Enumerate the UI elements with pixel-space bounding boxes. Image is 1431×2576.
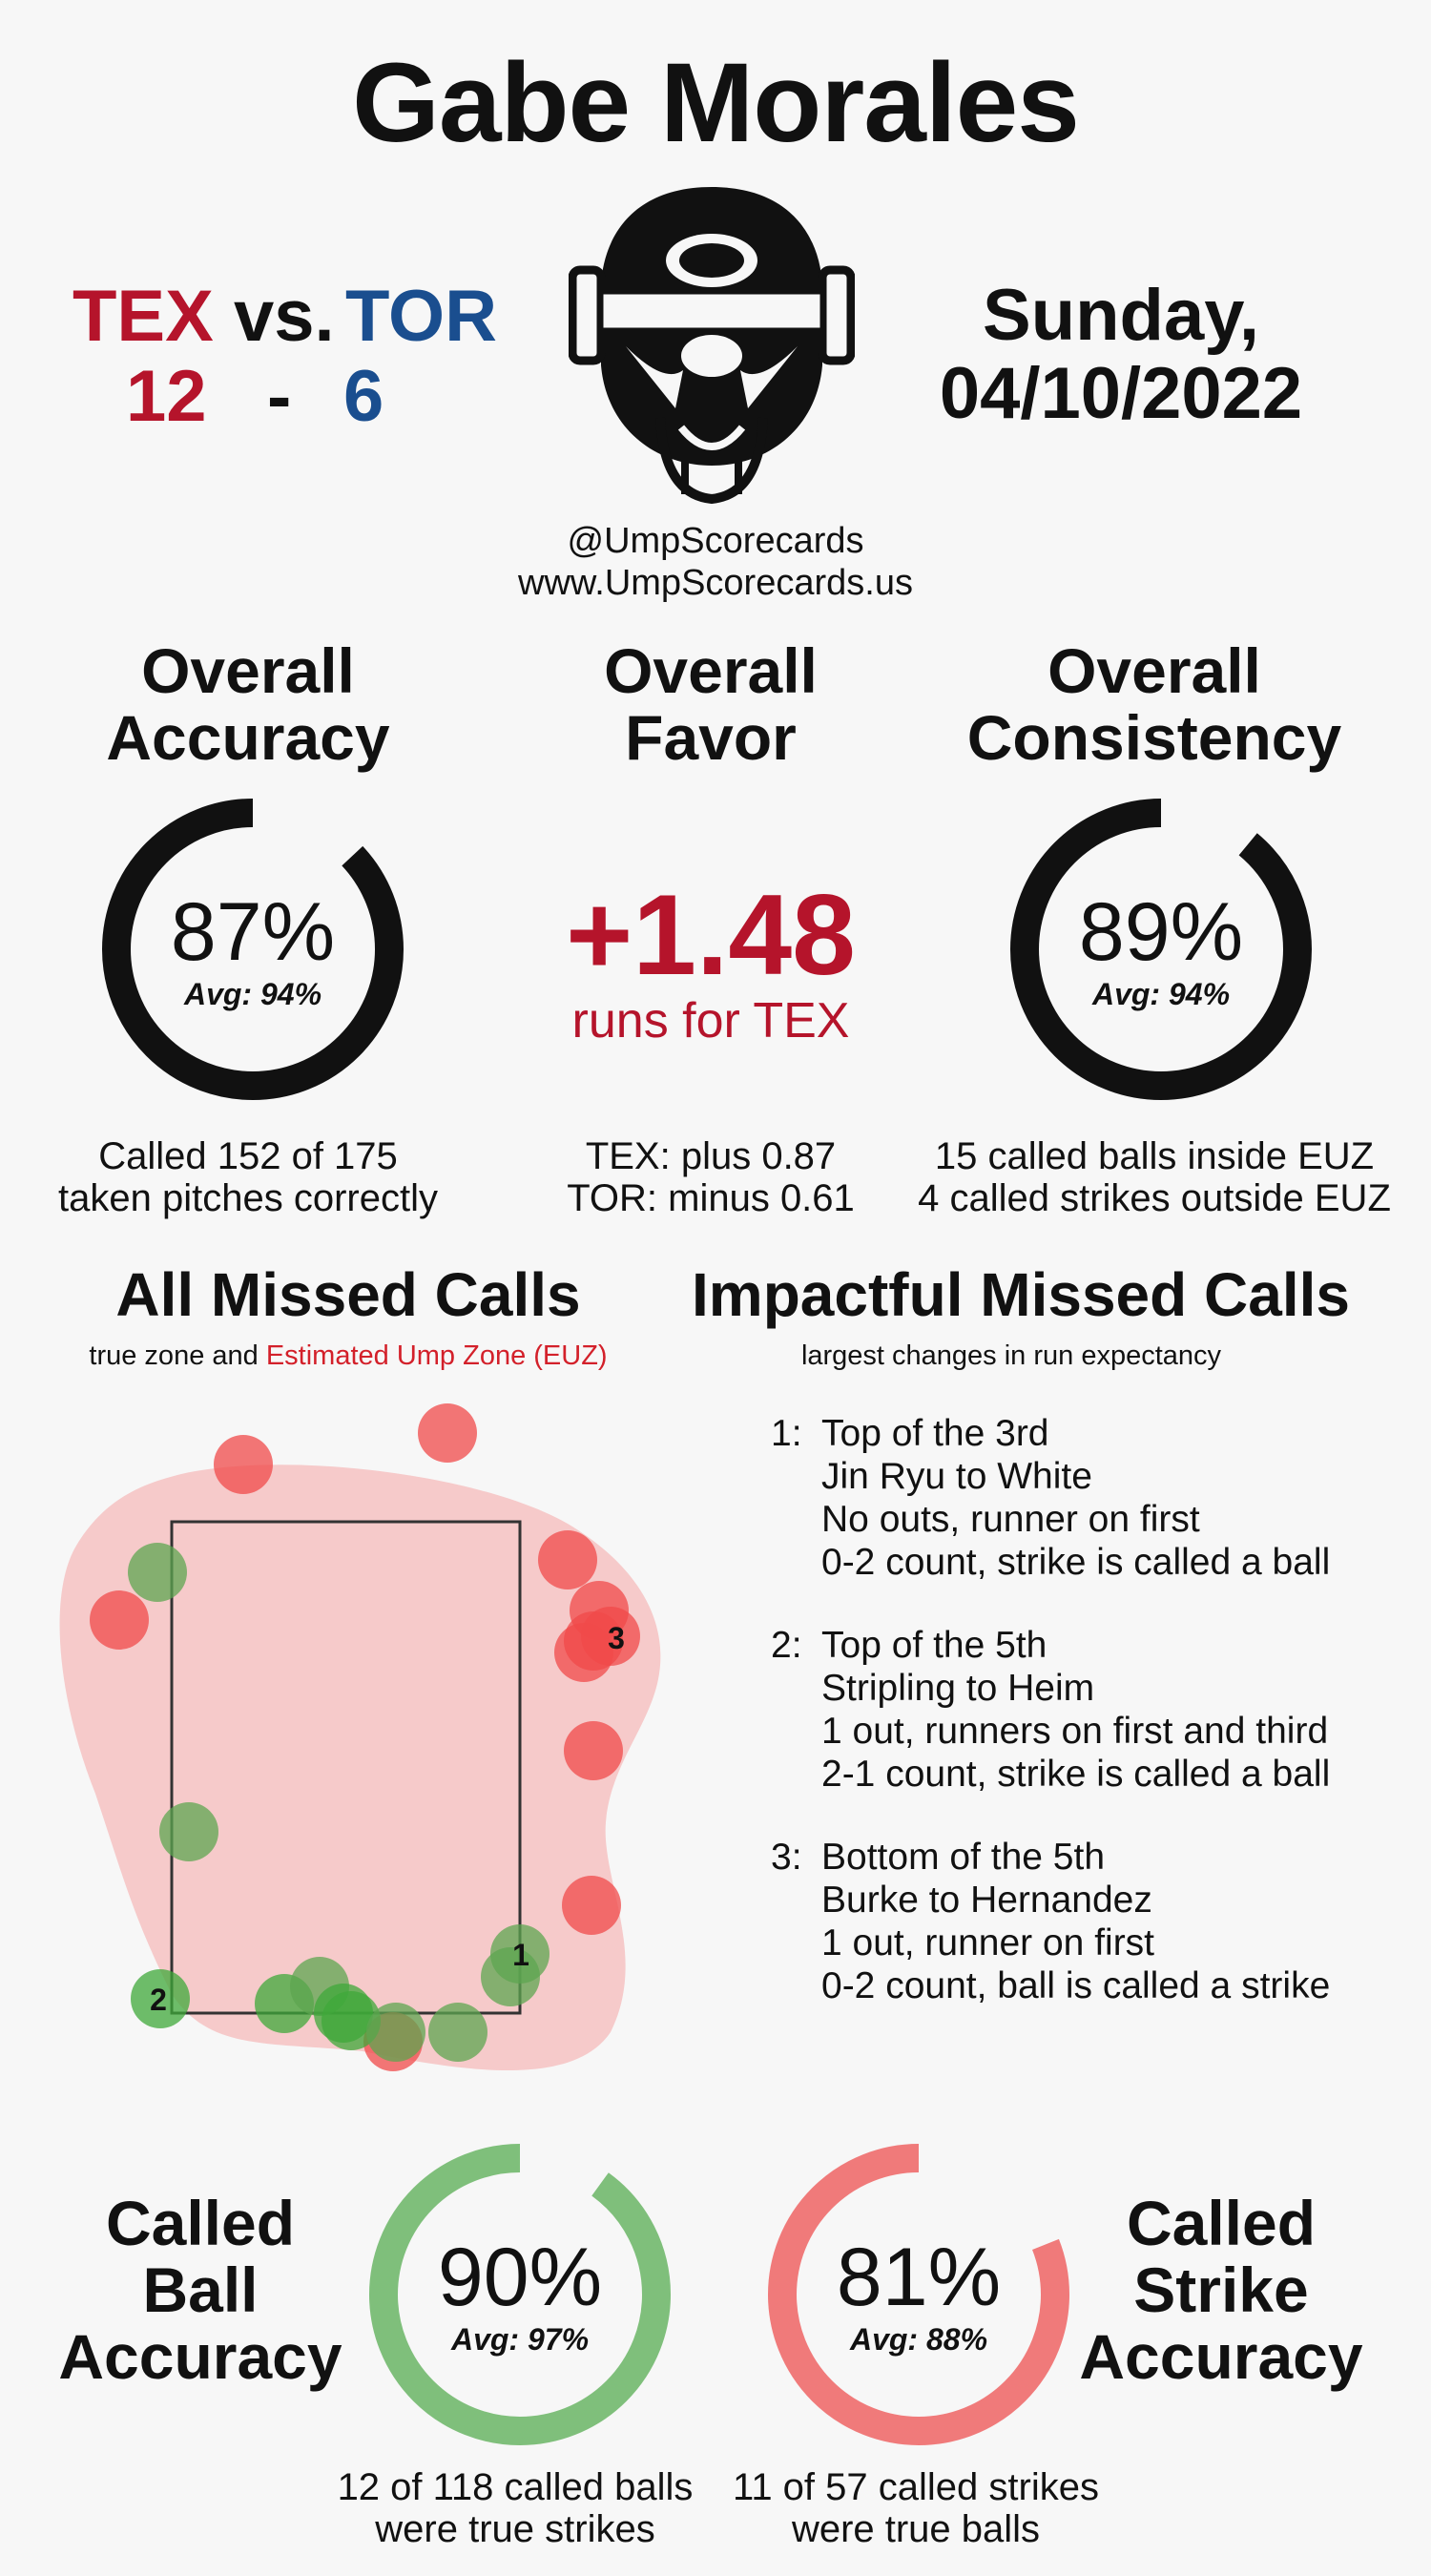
accuracy-desc: Called 152 of 175 taken pitches correctl… [58, 1135, 438, 1219]
marker-label: 2 [150, 1983, 167, 2017]
ball-accuracy-center: 90% Avg: 97% [363, 2233, 677, 2358]
impactful-item: 3: Bottom of the 5th Burke to Hernandez … [771, 1837, 1331, 2006]
subtitle-euz: Estimated Ump Zone (EUZ) [265, 1340, 608, 1371]
ball-accuracy-desc: 12 of 118 called balls were true strikes [337, 2466, 694, 2550]
missed-pitch [321, 1991, 381, 2050]
ball-accuracy-title: Called Ball Accuracy [58, 2188, 342, 2392]
strike-accuracy-avg: Avg: 88% [849, 2322, 988, 2357]
strike-accuracy-center: 81% Avg: 88% [761, 2233, 1076, 2358]
umpire-name: Gabe Morales [352, 40, 1080, 166]
ball-accuracy-avg: Avg: 97% [450, 2322, 590, 2357]
missed-pitch [564, 1721, 623, 1780]
accuracy-avg: Avg: 94% [183, 977, 322, 1011]
strike-accuracy-title: Called Strike Accuracy [1079, 2188, 1363, 2392]
missed-pitch [366, 2003, 425, 2062]
subtitle-true-zone: true zone and [89, 1340, 259, 1371]
euz-region [59, 1465, 661, 2070]
score-dash: - [267, 356, 292, 437]
date-weekday: Sunday, [983, 275, 1259, 356]
ball-accuracy-ring [369, 2144, 671, 2445]
missed-pitch [128, 1543, 187, 1602]
website: www.UmpScorecards.us [518, 563, 913, 603]
impactful-item: 1: Top of the 3rd Jin Ryu to White No ou… [771, 1413, 1331, 1583]
home-score: 6 [343, 356, 384, 437]
home-team: TOR [345, 276, 498, 357]
accuracy-ring [102, 799, 404, 1100]
missed-pitch [538, 1530, 597, 1589]
missed-calls-subtitle: true zone and Estimated Ump Zone (EUZ) [29, 1340, 668, 1372]
favor-desc: TEX: plus 0.87 TOR: minus 0.61 [567, 1135, 855, 1219]
ball-accuracy-value: 90% [437, 2232, 603, 2323]
impactful-subtitle: largest changes in run expectancy [800, 1340, 1222, 1371]
missed-pitch [564, 1611, 623, 1671]
missed-pitch [562, 1876, 621, 1935]
missed-calls-title: All Missed Calls [115, 1260, 581, 1329]
favor-title: Overall Favor [604, 635, 818, 773]
missed-pitch [214, 1435, 273, 1494]
consistency-value: 89% [1078, 886, 1244, 978]
vs-label: vs. [234, 276, 335, 357]
consistency-center: 89% Avg: 94% [1004, 887, 1318, 1012]
accuracy-value: 87% [170, 886, 336, 978]
missed-pitches [90, 1403, 640, 2071]
missed-pitch [131, 1969, 190, 2028]
consistency-avg: Avg: 94% [1091, 977, 1231, 1011]
favor-unit: runs for TEX [571, 993, 850, 1049]
impactful-title: Impactful Missed Calls [692, 1260, 1350, 1329]
away-score: 12 [126, 356, 207, 437]
marker-label: 1 [512, 1938, 529, 1972]
consistency-desc: 15 called balls inside EUZ 4 called stri… [918, 1135, 1391, 1219]
marker-label: 3 [608, 1621, 625, 1655]
game-date: Sunday, 04/10/2022 [887, 277, 1355, 433]
missed-calls-plot: 1 2 3 [59, 1403, 661, 2071]
away-team: TEX [73, 276, 214, 357]
impactful-item: 2: Top of the 5th Stripling to Heim 1 ou… [771, 1625, 1331, 1795]
social-handle: @UmpScorecards [567, 521, 864, 561]
umpire-mask-icon [569, 187, 855, 505]
accuracy-title: Overall Accuracy [106, 635, 390, 773]
strike-accuracy-value: 81% [836, 2232, 1002, 2323]
matchup: TEX vs. TOR 12 - 6 [67, 277, 525, 448]
missed-pitch [159, 1802, 218, 1861]
social-links: @UmpScorecards www.UmpScorecards.us [429, 520, 1002, 604]
accuracy-center: 87% Avg: 94% [95, 887, 410, 1012]
missed-pitch [481, 1947, 540, 2006]
missed-pitch [90, 1590, 149, 1650]
date-value: 04/10/2022 [939, 353, 1303, 434]
consistency-ring [1010, 799, 1312, 1100]
favor-value: +1.48 [566, 871, 856, 999]
missed-pitch [428, 2003, 487, 2062]
consistency-title: Overall Consistency [966, 635, 1342, 773]
strike-accuracy-desc: 11 of 57 called strikes were true balls [733, 2466, 1099, 2550]
strike-accuracy-ring [768, 2144, 1069, 2445]
missed-pitch [418, 1403, 477, 1463]
